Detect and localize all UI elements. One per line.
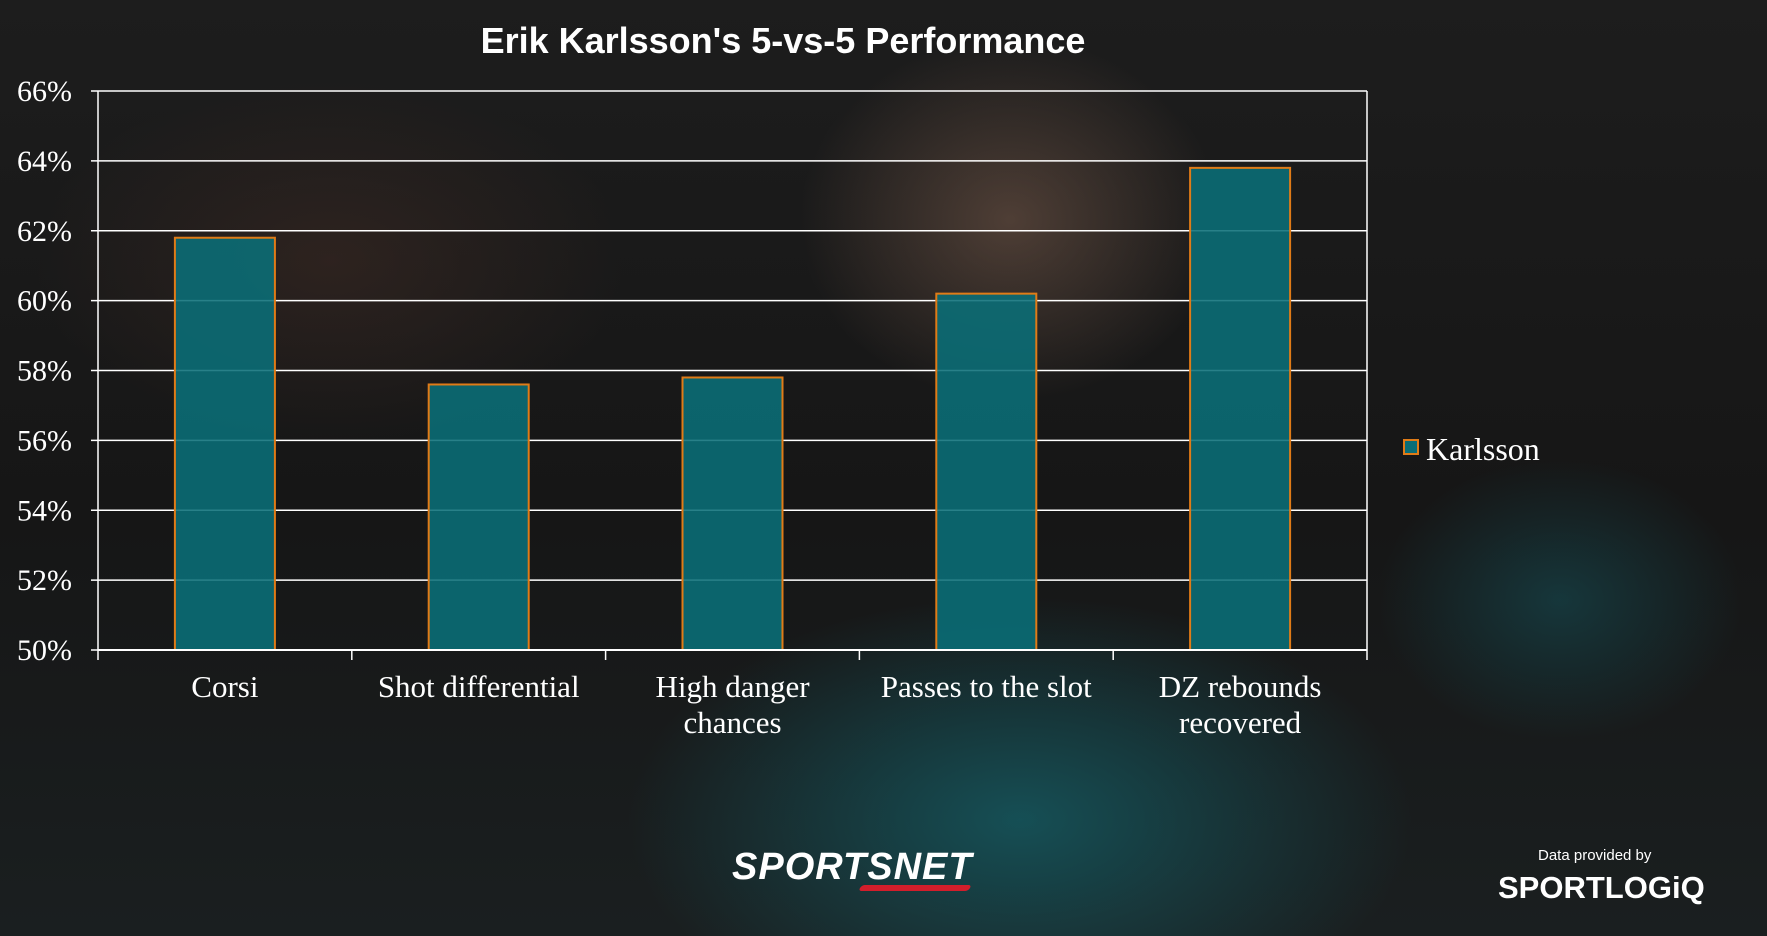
legend-label: Karlsson: [1426, 431, 1540, 467]
sportlogiq-logo: SPORTLOGiQ: [1498, 870, 1705, 905]
bar: [935, 292, 1038, 651]
y-tick-label: 50%: [17, 634, 72, 667]
legend-swatch: [1403, 439, 1419, 455]
y-tick-label: 64%: [17, 145, 72, 178]
bar: [1189, 166, 1292, 652]
sportsnet-logo-swoosh: [858, 885, 972, 891]
bar: [681, 376, 784, 651]
x-tick-label: DZ rebounds recovered: [1159, 669, 1322, 740]
bar: [427, 383, 530, 651]
y-tick-label: 54%: [17, 494, 72, 527]
y-tick-label: 60%: [17, 285, 72, 318]
y-tick-label: 62%: [17, 215, 72, 248]
y-tick-label: 56%: [17, 424, 72, 457]
chart-title: Erik Karlsson's 5-vs-5 Performance: [481, 20, 1086, 61]
x-tick-label: Shot differential: [378, 669, 580, 704]
y-tick-label: 66%: [17, 75, 72, 108]
sportsnet-logo: SPORTSNET: [732, 846, 973, 888]
x-tick-label: Passes to the slot: [881, 669, 1092, 704]
y-tick-label: 52%: [17, 564, 72, 597]
bar: [173, 236, 276, 652]
x-tick-label: Corsi: [191, 669, 259, 704]
data-credit-label: Data provided by: [1538, 847, 1652, 864]
x-tick-label: High danger chances: [655, 669, 810, 740]
y-tick-label: 58%: [17, 355, 72, 388]
